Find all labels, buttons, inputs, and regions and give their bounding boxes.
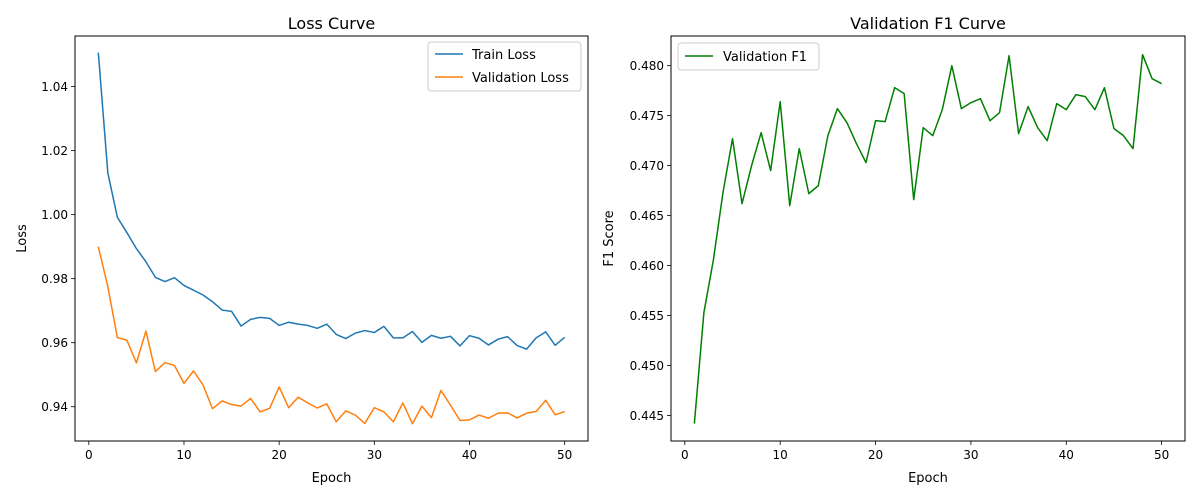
x-tick-label: 20 [272,448,287,462]
y-axis-label: F1 Score [602,210,617,266]
x-axis-label: Epoch [312,471,352,486]
legend-label-validation-f1: Validation F1 [723,50,807,65]
x-tick-label: 10 [773,448,788,462]
y-tick-label: 0.94 [41,400,68,414]
y-tick-label: 0.480 [630,59,664,73]
y-tick-label: 1.04 [41,80,68,94]
y-tick-label: 0.465 [630,209,664,223]
x-tick-label: 50 [1154,448,1169,462]
legend-label-train-loss: Train Loss [471,48,536,63]
legend-box [427,41,582,92]
legend-box [677,42,820,71]
x-tick-label: 30 [367,448,382,462]
y-tick-label: 1.00 [41,208,68,222]
y-tick-label: 0.455 [630,309,664,323]
axes-frame [670,35,1186,442]
chart-title: Loss Curve [288,14,375,33]
x-tick-label: 30 [963,448,978,462]
series-line-train-loss [97,52,566,350]
validation-f1-panel: Validation F1 Curve 0 10 20 30 40 50 0.445 0.45… [602,14,1186,486]
y-tick-label: 0.98 [41,272,68,286]
y-tick-label: 0.475 [630,109,664,123]
series-line-validation-loss [97,246,565,425]
plot-area [693,53,1162,424]
y-tick-label: 0.470 [630,159,664,173]
tick-group: 0 10 20 30 40 50 0.94 0.96 0.98 1.00 1.02 1.04 [41,80,572,462]
y-tick-label: 1.02 [41,144,68,158]
y-axis-label: Loss [15,224,30,253]
x-tick-label: 40 [462,448,477,462]
legend-label-validation-loss: Validation Loss [472,71,569,86]
y-tick-label: 0.450 [630,359,664,373]
x-tick-label: 40 [1059,448,1074,462]
x-tick-label: 10 [176,448,191,462]
series-line-validation-f1 [693,53,1162,424]
chart-title: Validation F1 Curve [850,14,1006,33]
y-tick-label: 0.96 [41,336,68,350]
x-axis-label: Epoch [908,471,948,486]
loss-curve-panel: Loss Curve 0 10 20 30 40 50 0.94 0.96 0.98 1.00 1.… [15,14,589,486]
x-tick-label: 20 [868,448,883,462]
y-tick-label: 0.460 [630,259,664,273]
y-tick-label: 0.445 [630,409,664,423]
x-tick-label: 0 [85,448,93,462]
plot-area [97,52,566,425]
tick-group: 0 10 20 30 40 50 0.445 0.450 0.455 0.460 0.465 0.47… [630,59,1170,462]
legend: Train Loss Validation Loss [427,41,582,92]
legend: Validation F1 [677,42,820,71]
axes-frame [74,35,589,442]
x-tick-label: 50 [557,448,572,462]
x-tick-label: 0 [681,448,689,462]
